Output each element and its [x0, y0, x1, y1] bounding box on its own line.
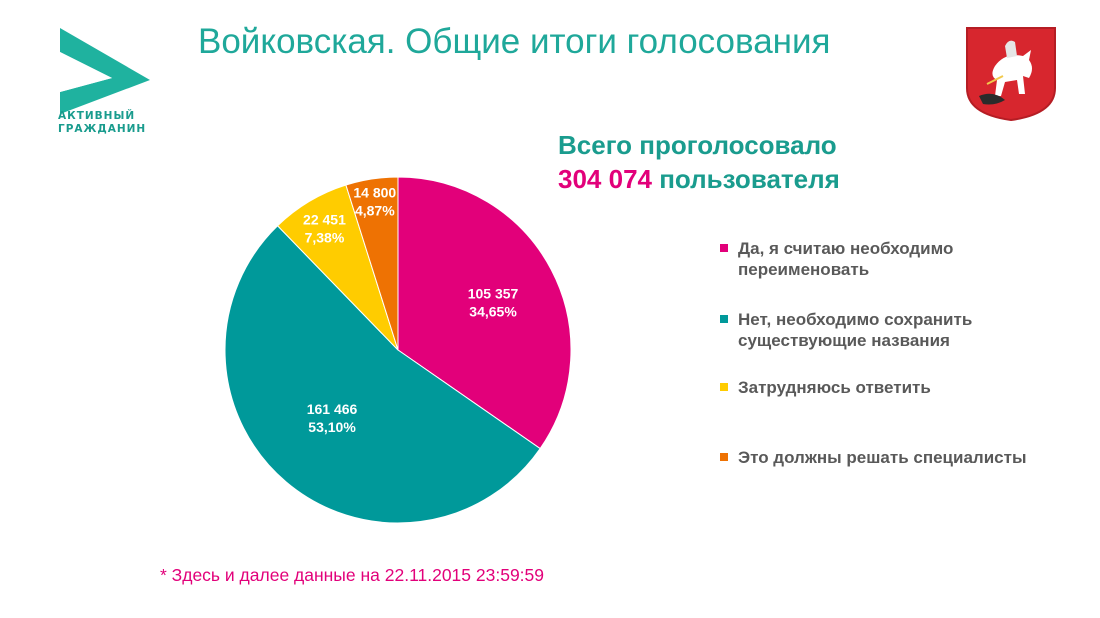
pie-slice	[397, 176, 572, 450]
moscow-coat-of-arms-icon	[966, 27, 1056, 122]
slice-value-label: 161 466	[307, 401, 358, 417]
legend-swatch	[720, 383, 728, 391]
logo-line-2: ГРАЖДАНИН	[58, 123, 147, 135]
pie-slice	[224, 225, 541, 524]
total-suffix: пользователя	[659, 164, 840, 194]
logo-text: АКТИВНЫЙ ГРАЖДАНИН	[58, 110, 158, 136]
legend-swatch	[720, 244, 728, 252]
legend-label: Да, я считаю необходимо переименовать	[738, 239, 954, 279]
slice-percent-label: 53,10%	[308, 419, 356, 435]
total-line: 304 074 пользователя	[558, 162, 978, 196]
legend-swatch	[720, 453, 728, 461]
legend-label: Затрудняюсь ответить	[738, 378, 931, 397]
slice-value-label: 14 800	[353, 185, 396, 201]
page-title: Войковская. Общие итоги голосования	[198, 22, 831, 61]
legend-label: Это должны решать специалисты	[738, 448, 1027, 467]
pie-slice	[345, 176, 399, 351]
slice-percent-label: 34,65%	[469, 303, 517, 319]
logo-line-1: АКТИВНЫЙ	[58, 110, 136, 122]
slice-value-label: 22 451	[303, 212, 346, 228]
total-votes: Всего проголосовало 304 074 пользователя	[558, 128, 978, 196]
slice-percent-label: 7,38%	[305, 230, 345, 246]
slice-percent-label: 4,87%	[355, 203, 395, 219]
footnote: * Здесь и далее данные на 22.11.2015 23:…	[160, 565, 545, 585]
legend-label: Нет, необходимо сохранить существующие н…	[738, 310, 973, 350]
active-citizen-logo-icon	[60, 28, 150, 114]
slice-value-label: 105 357	[468, 285, 519, 301]
total-prefix: Всего проголосовало	[558, 130, 837, 160]
total-count: 304 074	[558, 164, 652, 194]
legend-swatch	[720, 315, 728, 323]
